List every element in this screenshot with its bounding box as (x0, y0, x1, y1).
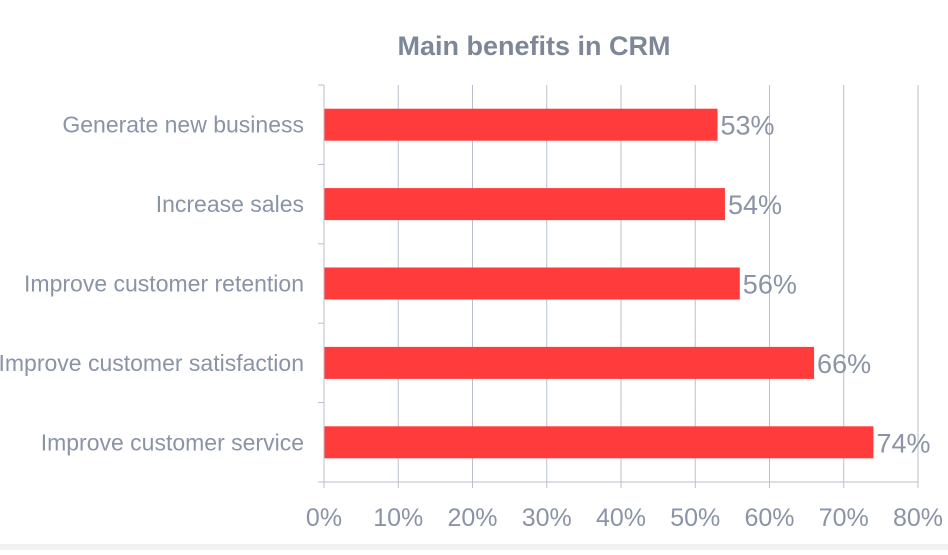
category-labels: Generate new business Increase sales Impro… (0, 112, 304, 456)
bar (324, 108, 718, 141)
category-label: Improve customer satisfaction (0, 350, 304, 376)
data-label: 54% (728, 190, 782, 220)
x-tick-label: 60% (744, 504, 794, 532)
x-tick-label: 70% (819, 504, 869, 532)
category-label: Improve customer service (41, 429, 304, 455)
axes (318, 84, 918, 483)
category-label: Improve customer retention (24, 271, 304, 297)
x-tick-labels: 0% 10% 20% 30% 40% 50% 60% 70% 80% (306, 504, 943, 532)
bars (324, 108, 874, 459)
x-tick-label: 10% (373, 504, 423, 532)
category-label: Increase sales (156, 191, 304, 217)
category-label: Generate new business (62, 112, 304, 138)
bar (324, 426, 874, 459)
value-labels: 53% 54% 56% 66% 74% (721, 111, 931, 459)
data-label: 74% (876, 428, 930, 458)
bar (324, 346, 815, 379)
x-tick-label: 50% (670, 504, 720, 532)
x-tick-label: 30% (522, 504, 572, 532)
data-label: 53% (721, 111, 775, 141)
bottom-border (0, 544, 948, 550)
x-tick-label: 20% (447, 504, 497, 532)
x-tick-label: 80% (893, 504, 943, 532)
bar (324, 267, 740, 300)
data-label: 66% (817, 349, 871, 379)
chart-title: Main benefits in CRM (397, 31, 670, 61)
x-tick-label: 0% (306, 504, 342, 532)
bar (324, 188, 725, 221)
x-tick-label: 40% (596, 504, 646, 532)
data-label: 56% (743, 270, 797, 300)
